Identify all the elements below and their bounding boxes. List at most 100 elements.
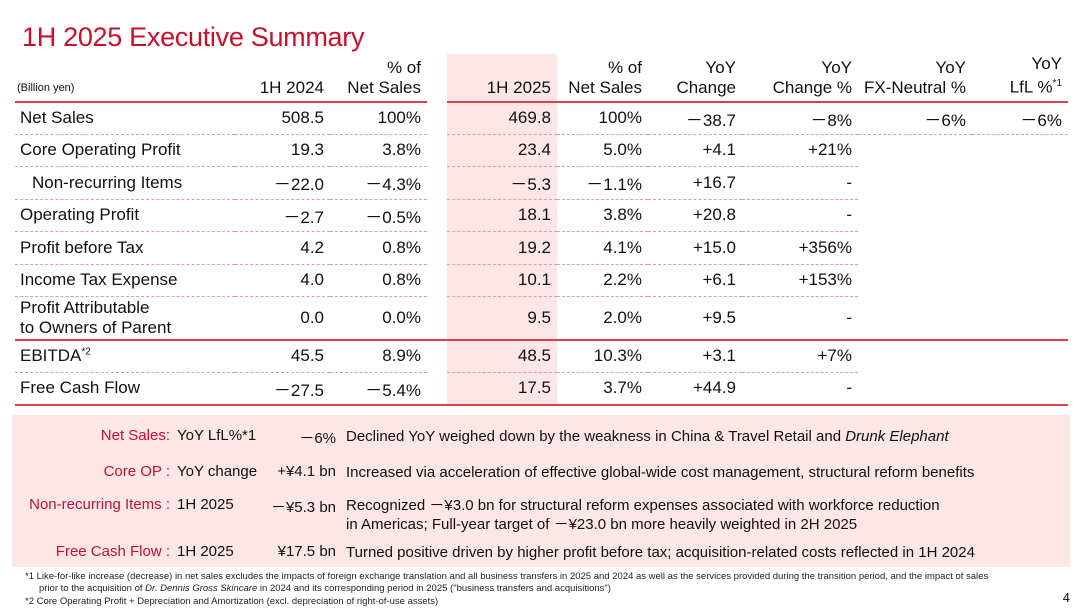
cell-value: 4.2 (235, 231, 330, 265)
cell-value (858, 232, 972, 265)
row-label: Profit before Tax (15, 231, 235, 265)
cell-value (972, 296, 1068, 341)
description-text: Increased via acceleration of effective … (346, 464, 975, 481)
page-title: 1H 2025 Executive Summary (22, 22, 365, 52)
column-header: 1H 2024 (235, 54, 330, 103)
table-row: EBITDA*2 45.5 8.9% 48.5 10.3% +3.1 +7% (15, 339, 1068, 373)
row-label: Profit Attributable to Owners of Parent (15, 296, 235, 341)
cell-value: 0.8% (330, 231, 427, 265)
column-header: YoY LfL %*1 (972, 54, 1068, 103)
cell-value: －8% (742, 101, 858, 135)
cell-value: 100% (557, 101, 648, 135)
cell-value: 10.1 (447, 264, 557, 298)
column-gap (427, 339, 447, 373)
cell-value: 3.8% (557, 199, 648, 233)
cell-value: 508.5 (235, 101, 330, 135)
highlight-label: Free Cash Flow : (55, 543, 170, 560)
description-text: Turned positive driven by higher profit … (346, 544, 975, 561)
cell-value: +44.9 (648, 372, 742, 406)
highlight-value: ¥17.5 bn (277, 543, 336, 560)
table-row: Profit Attributable to Owners of Parent 0.… (15, 296, 1068, 341)
table-row: Core Operating Profit 19.3 3.8% 23.4 5.0% +4.… (15, 134, 1068, 168)
column-header: 1H 2025 (447, 54, 557, 103)
cell-value: - (742, 199, 858, 233)
cell-value: 100% (330, 101, 427, 135)
cell-value: －27.5 (235, 372, 330, 406)
cell-value (858, 134, 972, 167)
description-text: in Americas; Full-year target of －¥23.0 … (346, 516, 858, 533)
unit-label: (Billion yen) (15, 54, 235, 103)
footnote-text: prior to the acquisition of (39, 583, 146, 594)
header-text: 1H 2024 (259, 77, 324, 97)
row-label: Income Tax Expense (15, 264, 235, 298)
cell-value: －4.3% (330, 166, 427, 200)
cell-value: - (742, 296, 858, 341)
column-header: YoY Change % (742, 54, 858, 103)
highlight-description: Declined YoY weighed down by the weaknes… (346, 427, 949, 446)
cell-value: －6% (972, 101, 1068, 135)
row-label: Core Operating Profit (15, 134, 235, 168)
highlight-label: Core OP : (103, 463, 170, 480)
cell-value (858, 264, 972, 297)
cell-value: 45.5 (235, 339, 330, 373)
cell-value (972, 340, 1068, 373)
header-text: LfL % (1009, 77, 1053, 97)
cell-value: －5.3 (447, 166, 557, 200)
cell-value: 23.4 (447, 134, 557, 168)
footnote-ref: *1 (1052, 78, 1062, 89)
table-row: Free Cash Flow －27.5 －5.4% 17.5 3.7% +44.9- (15, 372, 1068, 406)
cell-value: 19.3 (235, 134, 330, 168)
column-gap (427, 199, 447, 232)
highlight-description: Increased via acceleration of effective … (346, 463, 974, 482)
column-gap (427, 101, 447, 135)
cell-value (858, 372, 972, 406)
header-text: FX-Neutral % (863, 77, 966, 97)
cell-value: - (742, 166, 858, 200)
cell-value: －22.0 (235, 166, 330, 200)
cell-value (858, 167, 972, 200)
highlight-metric: 1H 2025 (177, 496, 234, 513)
header-text: Change (676, 77, 736, 97)
highlight-label: Non-recurring Items : (29, 496, 170, 513)
table-row: Operating Profit －2.7 －0.5% 18.1 3.8% +20.8- (15, 199, 1068, 233)
header-text: Net Sales (347, 77, 421, 97)
description-text: Declined YoY weighed down by the weaknes… (346, 428, 846, 445)
header-text: YoY (705, 57, 736, 77)
header-text: YoY (935, 57, 966, 77)
cell-value: 17.5 (447, 372, 557, 406)
cell-value (972, 134, 1068, 167)
highlight-metric: YoY LfL%*1 (177, 427, 257, 444)
column-gap (427, 231, 447, 265)
cell-value (858, 199, 972, 232)
highlights-box (12, 415, 1070, 567)
cell-value: +15.0 (648, 231, 742, 265)
highlight-value: －6% (299, 430, 336, 447)
brand-name: Drunk Elephant (845, 428, 949, 445)
column-header: YoY FX-Neutral % (858, 54, 972, 103)
highlight-metric: 1H 2025 (177, 543, 234, 560)
cell-value: +20.8 (648, 199, 742, 233)
header-text: Change % (772, 77, 852, 97)
cell-value: －5.4% (330, 372, 427, 406)
footnote-1: *1 Like-for-like increase (decrease) in … (25, 571, 989, 582)
column-gap (427, 372, 447, 406)
table-row: Income Tax Expense 4.0 0.8% 10.1 2.2% +6.1 +15… (15, 264, 1068, 298)
row-label: Free Cash Flow (15, 372, 235, 406)
header-text: % of (386, 57, 421, 77)
cell-value: +21% (742, 134, 858, 168)
header-text: Net Sales (568, 77, 642, 97)
cell-value: －2.7 (235, 199, 330, 233)
column-gap (427, 264, 447, 297)
table-row: Non-recurring Items －22.0 －4.3% －5.3 －1.1% +1… (15, 166, 1068, 200)
cell-value: 0.0 (235, 296, 330, 341)
cell-value: －1.1% (557, 166, 648, 200)
cell-value: 5.0% (557, 134, 648, 168)
highlight-label: Net Sales: (100, 427, 170, 444)
header-text: YoY (821, 57, 852, 77)
header-text: YoY (1031, 54, 1062, 73)
cell-value: －38.7 (648, 101, 742, 135)
financial-summary-table: (Billion yen) 1H 2024% of Net Sales 1H 2025… (15, 54, 1068, 406)
page-number: 4 (1062, 590, 1070, 605)
cell-value: 3.8% (330, 134, 427, 168)
cell-value: 2.0% (557, 296, 648, 341)
